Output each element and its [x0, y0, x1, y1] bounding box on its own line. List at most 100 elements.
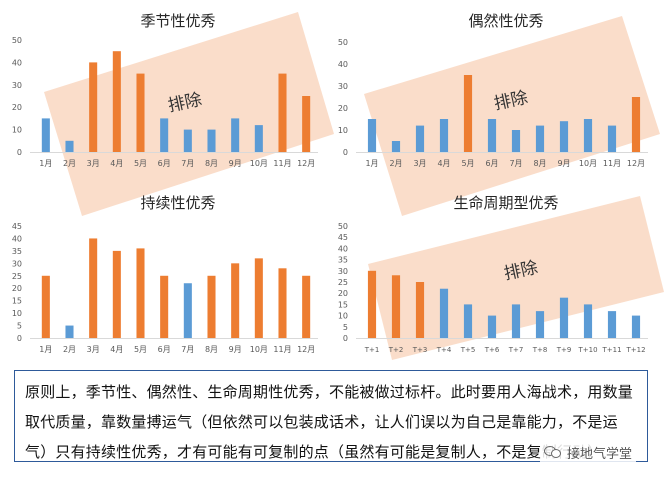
chart-3-title: 持续性优秀	[140, 194, 215, 212]
chart-3-ytick: 45	[12, 222, 22, 231]
chart-2-ytick: 20	[338, 104, 348, 113]
chart-3-bar	[112, 250, 121, 338]
chart-4-category-label: T+2	[388, 346, 404, 354]
chart-4-ytick: 40	[338, 244, 348, 253]
chart-4-bar	[535, 311, 545, 338]
chart-3-category-label: 7月	[181, 345, 194, 354]
chart-1-bar	[231, 118, 240, 152]
chart-1-category-label: 3月	[87, 159, 100, 168]
chart-4-bar	[367, 270, 377, 338]
chart-2-category-label: 10月	[579, 159, 597, 168]
chart-3-category-label: 1月	[39, 345, 52, 354]
chart-2-bar	[631, 97, 641, 152]
chart-2-category-label: 4月	[437, 159, 450, 168]
chart-2-highlight-band	[364, 16, 660, 216]
chart-3-bar	[89, 238, 98, 338]
chart-2-bar	[367, 119, 377, 152]
chart-4-bar	[415, 282, 425, 338]
chart-2-ytick: 30	[338, 82, 348, 91]
chart-1-bar	[89, 62, 98, 152]
chart-1-category-label: 2月	[63, 159, 76, 168]
chart-1-ytick: 0	[17, 148, 22, 157]
chart-1-category-label: 6月	[158, 159, 171, 168]
chart-1-category-label: 12月	[297, 159, 315, 168]
chart-2-bar	[607, 125, 617, 152]
chart-1-category-label: 4月	[110, 159, 123, 168]
chart-1-bar	[183, 129, 192, 152]
chart-4-bar	[439, 288, 449, 338]
chart-3-bar	[254, 258, 263, 338]
chart-4-ytick: 25	[338, 278, 348, 287]
chart-2-ytick: 10	[338, 126, 348, 135]
caption-text: 原则上，季节性、偶然性、生命周期性优秀，不能被做过标杆。此时要用人海战术，用数量…	[25, 383, 634, 461]
chart-4-ytick: 0	[343, 334, 348, 343]
chart-3-category-label: 6月	[158, 345, 171, 354]
chart-3-bar	[183, 283, 192, 338]
chart-4-ytick: 5	[343, 323, 348, 332]
wechat-icon	[544, 445, 562, 459]
chart-4-ytick: 30	[338, 267, 348, 276]
chart-1-ytick: 10	[12, 126, 22, 135]
chart-1-category-label: 5月	[134, 159, 147, 168]
chart-1-bar	[136, 73, 145, 152]
chart-2-category-label: 9月	[557, 159, 570, 168]
chart-3-category-label: 8月	[205, 345, 218, 354]
chart-3-category-label: 2月	[63, 345, 76, 354]
chart-3-ytick: 30	[12, 259, 22, 268]
chart-4-category-label: T+11	[601, 346, 621, 354]
chart-2-ytick: 0	[343, 148, 348, 157]
chart-2-category-label: 1月	[365, 159, 378, 168]
chart-3-bar	[160, 275, 169, 338]
chart-4-category-label: T+3	[412, 346, 428, 354]
chart-4-bar	[583, 304, 593, 338]
chart-3-category-label: 3月	[87, 345, 100, 354]
chart-2-bar	[535, 125, 545, 152]
chart-1-highlight-band	[44, 12, 334, 216]
chart-3-ytick: 20	[12, 284, 22, 293]
chart-4-category-label: T+6	[484, 346, 500, 354]
watermark-text: 接地气学堂	[567, 446, 633, 462]
chart-4-title: 生命周期型优秀	[453, 194, 558, 212]
chart-1-ytick: 20	[12, 103, 22, 112]
chart-3-ytick: 35	[12, 247, 22, 256]
watermark: 接地气学堂	[540, 441, 637, 463]
chart-2-ytick: 40	[338, 60, 348, 69]
chart-4-bar	[511, 304, 521, 338]
chart-3-category-label: 10月	[250, 345, 268, 354]
chart-1-bar	[254, 125, 263, 152]
chart-2-category-label: 3月	[413, 159, 426, 168]
chart-2-category-label: 8月	[533, 159, 546, 168]
chart-4-ytick: 20	[338, 289, 348, 298]
chart-1-ytick: 50	[12, 36, 22, 45]
chart-2-bar	[487, 119, 497, 152]
chart-2-title: 偶然性优秀	[468, 12, 543, 30]
chart-2-bar	[463, 75, 473, 152]
chart-2-ytick: 50	[338, 38, 348, 47]
chart-4-ytick: 15	[338, 300, 348, 309]
chart-3-bar	[65, 325, 74, 338]
chart-2-category-label: 5月	[461, 159, 474, 168]
chart-2-category-label: 2月	[389, 159, 402, 168]
chart-4-bar	[487, 315, 497, 338]
chart-1-ytick: 40	[12, 58, 22, 67]
chart-1-bar	[41, 118, 50, 152]
chart-4-category-label: T+12	[625, 346, 645, 354]
chart-3-category-label: 11月	[273, 345, 291, 354]
chart-2-bar	[511, 130, 521, 152]
chart-3-category-label: 9月	[229, 345, 242, 354]
chart-2-bar	[583, 119, 593, 152]
chart-2-bar	[391, 141, 401, 152]
chart-3-category-label: 12月	[297, 345, 315, 354]
chart-1-bar	[302, 96, 311, 152]
chart-3-bar	[136, 248, 145, 338]
chart-3-ytick: 0	[17, 334, 22, 343]
chart-3-ytick: 15	[12, 297, 22, 306]
chart-4-ytick: 50	[338, 222, 348, 231]
chart-4-category-label: T+10	[577, 346, 597, 354]
chart-2-category-label: 12月	[627, 159, 645, 168]
chart-4-bar	[631, 315, 641, 338]
chart-4-category-label: T+8	[532, 346, 548, 354]
chart-2-category-label: 11月	[603, 159, 621, 168]
chart-1-category-label: 1月	[39, 159, 52, 168]
chart-3-bar	[302, 275, 311, 338]
